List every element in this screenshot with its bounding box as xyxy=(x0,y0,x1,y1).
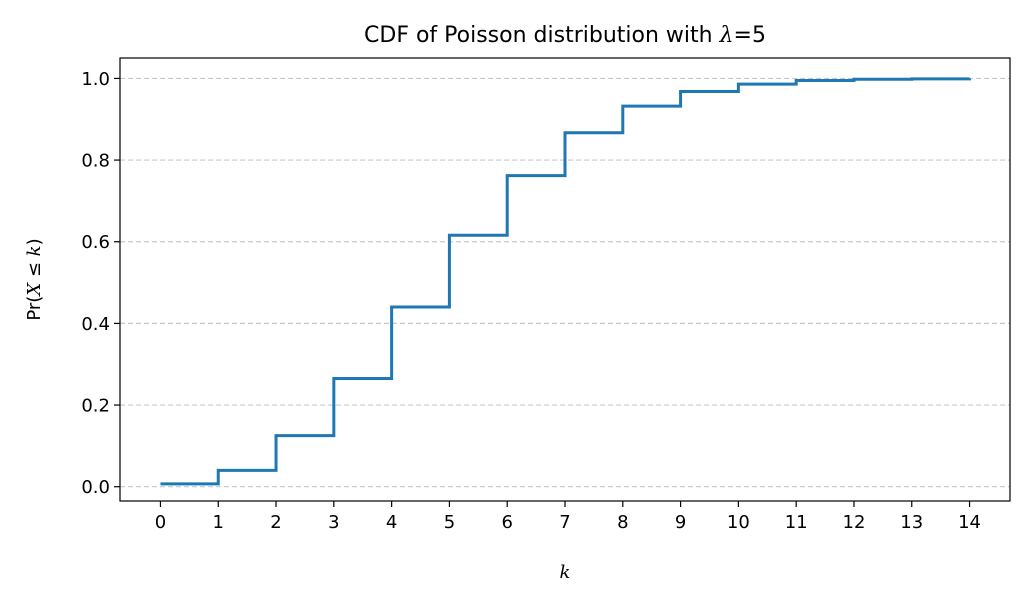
x-tick-label: 14 xyxy=(958,512,981,533)
y-tick-label: 0.8 xyxy=(81,151,110,172)
cdf-step-line xyxy=(160,77,972,486)
x-tick-label: 11 xyxy=(785,512,808,533)
x-tick-label: 1 xyxy=(213,512,224,533)
x-tick-label: 12 xyxy=(843,512,866,533)
y-axis-label-k: k xyxy=(24,245,45,256)
axis-ticks: 0.00.20.40.60.81.00 1 2 3 4 5 6 7 8 9 10 11 12 13 14 xyxy=(81,69,981,533)
x-tick-label: 10 xyxy=(727,512,750,533)
y-tick-label: 1.0 xyxy=(81,69,110,90)
series-layer xyxy=(160,77,972,486)
chart-title-suffix: =5 xyxy=(734,23,766,48)
y-tick-label: 0.4 xyxy=(81,314,110,335)
x-tick-label: 0 xyxy=(155,512,166,533)
x-tick-label: 9 xyxy=(675,512,686,533)
x-axis-label: k xyxy=(560,562,571,583)
chart-title: CDF of Poisson distribution with λ=5 xyxy=(364,23,766,48)
plot-frame xyxy=(119,57,1011,502)
y-tick-label: 0.6 xyxy=(81,232,110,253)
chart-title-text: CDF of Poisson distribution with xyxy=(364,23,720,48)
x-tick-label: 4 xyxy=(386,512,397,533)
y-axis-label: Pr(X ≤ k) xyxy=(24,238,45,320)
y-axis-label-var: X xyxy=(24,282,45,298)
x-tick-label: 13 xyxy=(900,512,923,533)
x-tick-label: 6 xyxy=(501,512,512,533)
y-axis-label-op: ≤ xyxy=(24,256,45,283)
y-tick-label: 0.0 xyxy=(81,477,110,498)
y-tick-label: 0.2 xyxy=(81,396,110,417)
chart-title-lambda: λ xyxy=(719,23,734,48)
x-tick-label: 7 xyxy=(559,512,570,533)
x-tick-label: 2 xyxy=(270,512,281,533)
x-tick-label: 5 xyxy=(444,512,455,533)
y-axis-label-suffix: ) xyxy=(24,238,45,245)
y-axis-label-prefix: Pr( xyxy=(24,296,45,321)
x-tick-label: 3 xyxy=(328,512,339,533)
x-tick-label: 8 xyxy=(617,512,628,533)
